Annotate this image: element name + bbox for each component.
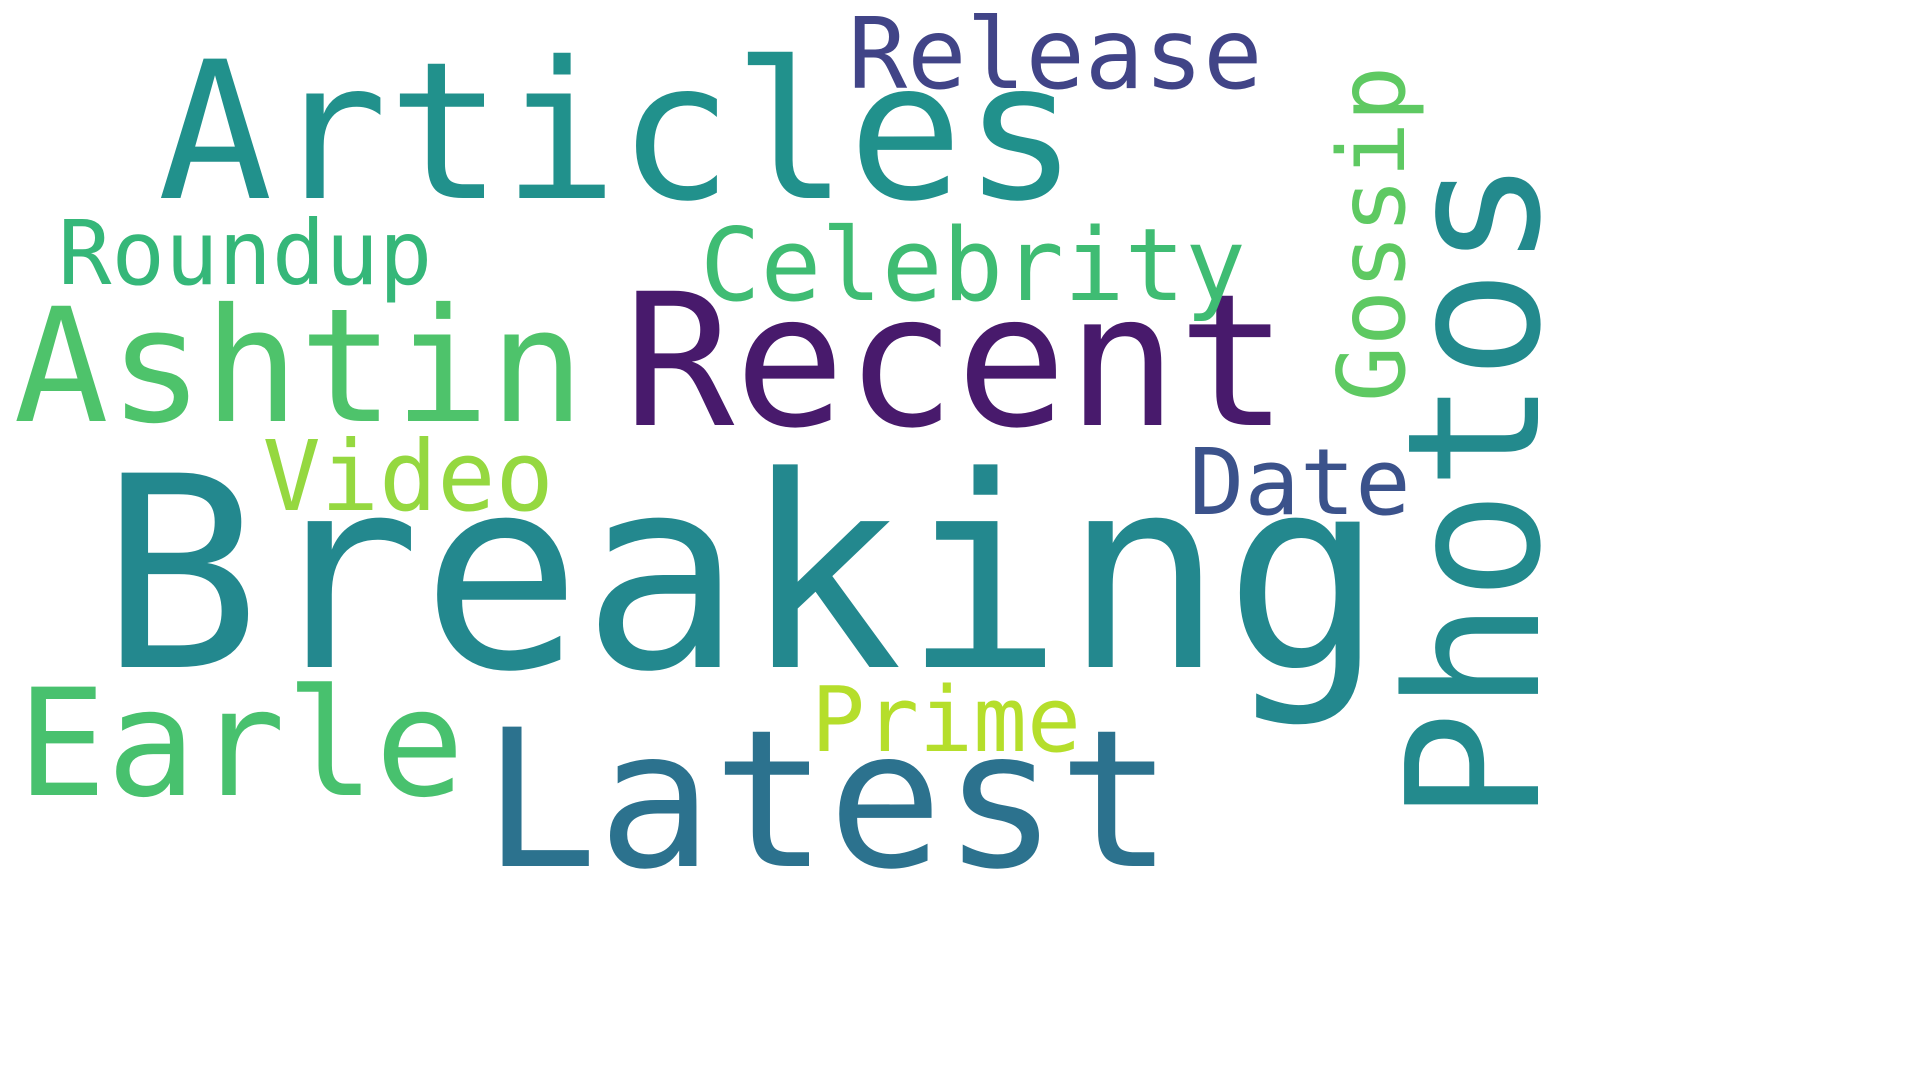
word-gossip: Gossip: [1317, 65, 1426, 402]
word-cloud: Breaking Photos Articles Recent Latest A…: [13, 0, 1568, 882]
word-roundup: Roundup: [58, 201, 433, 305]
word-celebrity: Celebrity: [700, 206, 1246, 324]
word-date: Date: [1189, 429, 1411, 536]
word-articles: Articles: [157, 21, 1079, 244]
word-release: Release: [848, 0, 1263, 112]
word-breaking: Breaking: [100, 418, 1385, 730]
word-latest: Latest: [482, 689, 1174, 882]
word-ashtin: Ashtin: [13, 275, 585, 459]
word-earle: Earle: [17, 657, 465, 831]
word-video: Video: [262, 419, 554, 533]
word-recent: Recent: [623, 255, 1289, 469]
word-prime: Prime: [811, 669, 1081, 773]
